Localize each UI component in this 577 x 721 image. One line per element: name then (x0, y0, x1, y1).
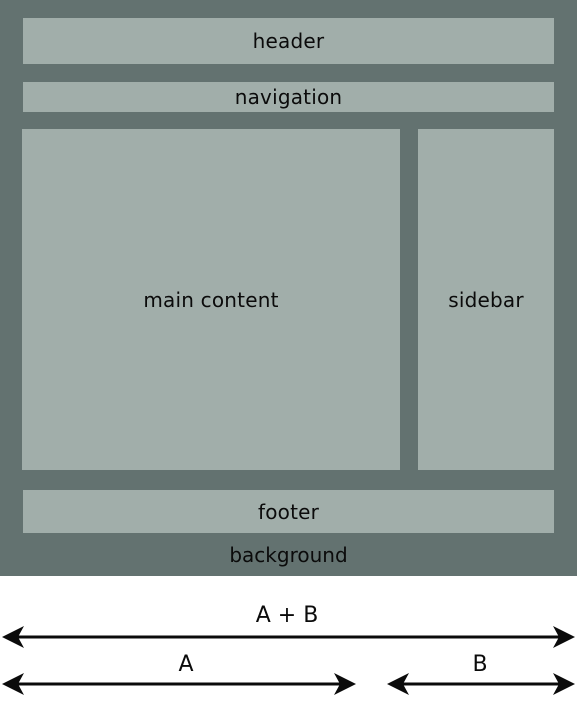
sidebar-label: sidebar (448, 287, 524, 312)
arrowhead-left-icon (387, 673, 409, 695)
footer-label: footer (257, 499, 320, 524)
navigation-label: navigation (234, 85, 343, 109)
background-frame: header navigation main content sidebar f… (0, 0, 577, 576)
footer-region: footer (23, 490, 554, 533)
header-region: header (23, 18, 554, 64)
main-content-label: main content (143, 287, 279, 312)
arrowhead-left-icon (2, 673, 24, 695)
main-content-region: main content (22, 129, 400, 470)
total-width-label: A + B (256, 603, 319, 628)
sidebar-region: sidebar (418, 129, 554, 470)
header-label: header (252, 29, 325, 53)
arrowhead-left-icon (2, 626, 24, 648)
background-label: background (229, 542, 348, 567)
arrowhead-right-icon (334, 673, 356, 695)
arrowhead-right-icon (553, 626, 575, 648)
total-width-arrow (2, 626, 575, 648)
dimension-arrows: A + B A B (2, 603, 575, 695)
navigation-region: navigation (23, 82, 554, 112)
a-width-label: A (178, 652, 193, 677)
arrowhead-right-icon (553, 673, 575, 695)
background-label-area: background (0, 533, 577, 576)
b-width-arrow (387, 673, 575, 695)
b-width-label: B (472, 652, 487, 677)
a-width-arrow (2, 673, 356, 695)
